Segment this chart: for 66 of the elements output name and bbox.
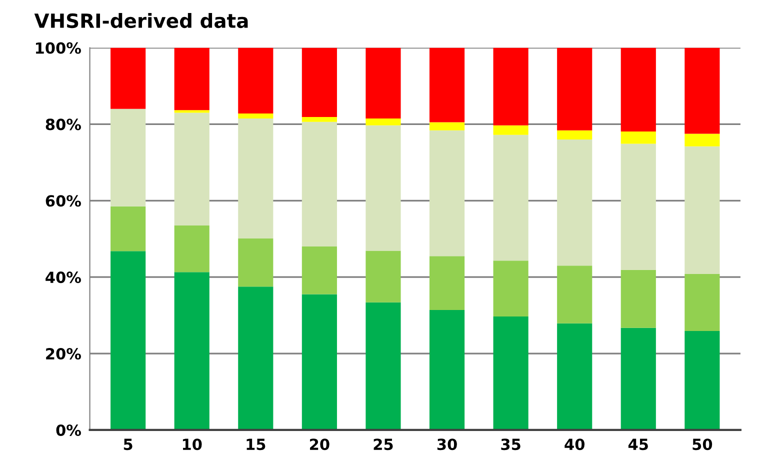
bar xyxy=(366,48,401,118)
bar xyxy=(110,108,146,206)
x-tick-label: 15 xyxy=(246,438,266,450)
bar xyxy=(366,250,401,302)
x-tick-label: 40 xyxy=(564,438,584,450)
x-tick-label: 25 xyxy=(374,438,393,450)
x-tick-label: 10 xyxy=(182,438,202,450)
bar xyxy=(557,130,592,140)
bar xyxy=(174,48,210,110)
bar xyxy=(429,122,465,130)
bar xyxy=(557,266,592,324)
x-tick-label: 35 xyxy=(501,438,520,450)
bar xyxy=(302,294,337,430)
bar xyxy=(493,134,528,261)
bar xyxy=(557,323,592,430)
bar xyxy=(493,260,528,316)
bar xyxy=(238,118,274,238)
y-tick-label: 20% xyxy=(46,348,81,360)
bar xyxy=(110,251,146,430)
x-tick-label: 50 xyxy=(692,438,712,450)
bar xyxy=(174,226,210,272)
bar xyxy=(302,246,337,294)
x-tick-label: 5 xyxy=(124,438,132,450)
bar xyxy=(429,310,465,430)
bar xyxy=(110,206,146,252)
bar xyxy=(620,131,656,144)
bar xyxy=(684,134,720,146)
chart-title: VHSRI-derived data xyxy=(34,13,248,28)
bar xyxy=(174,272,210,430)
bar xyxy=(557,140,592,266)
bar xyxy=(684,274,720,331)
bar xyxy=(557,48,592,130)
y-tick-label: 80% xyxy=(46,118,81,130)
bar xyxy=(238,238,274,287)
bar xyxy=(174,110,210,113)
bar xyxy=(366,302,401,430)
bar xyxy=(684,146,720,274)
bar xyxy=(493,48,528,126)
x-tick-label: 30 xyxy=(437,438,457,450)
bar xyxy=(620,48,656,132)
bar xyxy=(429,130,465,256)
bar xyxy=(620,144,656,270)
y-tick-label: 0% xyxy=(56,424,81,436)
x-tick-label: 45 xyxy=(628,438,648,450)
bar xyxy=(684,48,720,134)
bar xyxy=(493,316,528,430)
bar xyxy=(366,125,401,251)
bar xyxy=(302,122,337,247)
y-tick-label: 100% xyxy=(36,42,81,54)
bar xyxy=(684,330,720,430)
y-tick-label: 40% xyxy=(46,272,81,284)
bar xyxy=(174,112,210,226)
bar xyxy=(620,270,656,328)
x-tick-label: 20 xyxy=(310,438,330,450)
bar xyxy=(429,256,465,310)
bar xyxy=(429,48,465,122)
bar xyxy=(110,48,146,109)
bar xyxy=(238,286,274,430)
bar xyxy=(302,116,337,122)
bar xyxy=(302,48,337,117)
bar xyxy=(366,118,401,126)
y-tick-label: 60% xyxy=(46,195,81,207)
bar xyxy=(238,48,274,114)
bar xyxy=(238,114,274,118)
bar xyxy=(620,328,656,430)
bar xyxy=(493,125,528,135)
